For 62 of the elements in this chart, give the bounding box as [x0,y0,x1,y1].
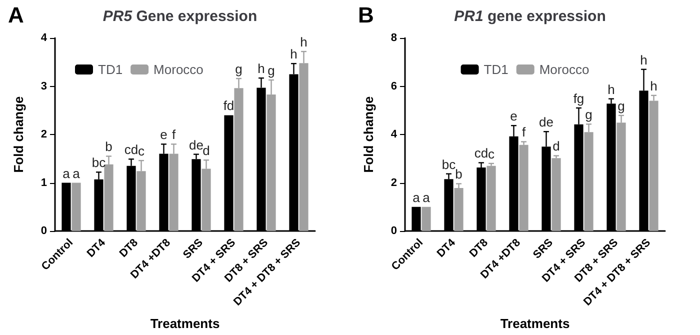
bar [519,144,528,231]
data-label: e [510,108,518,124]
data-label: fg [573,90,584,106]
chart-title: PR1 gene expression [454,8,606,25]
data-label: h [258,61,265,76]
x-tick-label: DT8 [117,236,140,260]
data-label: bc [442,156,456,172]
data-label: de [189,137,204,152]
data-label: h [640,52,648,68]
x-axis-title: Treatments [150,316,220,331]
y-axis-title: Fold change [361,96,376,173]
bar [486,166,496,231]
data-label: cd [124,142,138,158]
chart-title: PR5 Gene expression [102,8,258,25]
text: A [8,2,24,28]
data-label: c [488,146,496,162]
legend-label: Morocco [539,62,590,77]
data-label: a [422,190,431,205]
y-tick-label: 2 [390,176,397,189]
data-label: fd [223,98,234,114]
data-label: a [72,166,81,181]
data-label: de [539,114,554,130]
data-label: h [300,34,308,50]
data-label: a [412,190,421,205]
x-tick-label: DT8 [467,236,490,260]
y-axis-title: Fold change [11,96,26,173]
data-label: e [160,127,168,142]
text: B [358,2,374,28]
data-label: g [618,98,625,114]
bar [454,188,464,231]
data-label: b [455,166,462,182]
data-label: b [105,139,112,154]
y-tick-label: 1 [40,176,47,189]
data-label: cd [474,146,488,161]
data-label: bc [92,155,106,170]
legend-label: TD1 [484,62,508,77]
data-label: g [268,62,275,78]
y-tick-label: 6 [390,80,397,92]
data-label: c [138,144,146,159]
data-label: g [585,107,592,122]
y-tick-label: 8 [390,32,397,44]
bar [72,182,81,231]
data-label: f [522,124,526,140]
x-axis-title: Treatments [500,316,570,331]
data-label: h [290,46,298,62]
legend-label: Morocco [154,62,204,77]
data-label: d [552,138,560,154]
y-tick-label: 3 [40,80,47,92]
bar [422,206,431,231]
y-tick-label: 0 [390,225,397,237]
data-label: f [172,127,176,142]
data-label: h [608,82,615,97]
data-label: h [650,78,658,94]
data-label: a [62,166,71,181]
y-tick-label: 2 [40,128,47,140]
y-tick-label: 4 [390,128,398,140]
data-label: d [202,143,210,158]
y-tick-label: 0 [40,225,47,237]
legend-label: TD1 [98,62,123,77]
bar [552,158,561,231]
y-tick-label: 4 [40,32,48,44]
data-label: g [235,62,242,77]
